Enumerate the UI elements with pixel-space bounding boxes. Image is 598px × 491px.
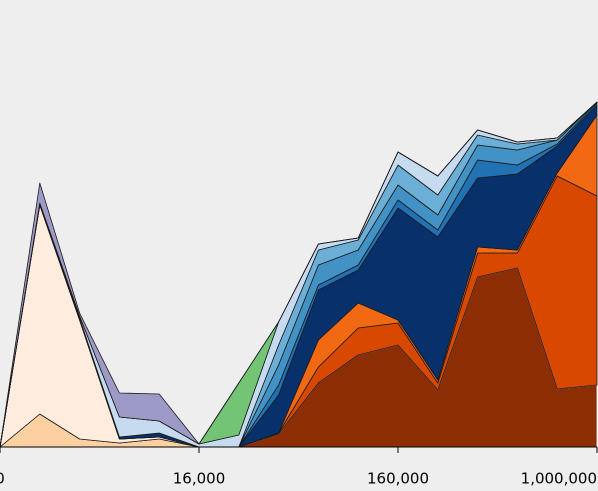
x-tick-label: 16,000 [173, 470, 226, 488]
x-tick-label: 1,000,000 [521, 470, 597, 488]
x-tick-label: 160,000 [367, 470, 429, 488]
area [0, 101, 598, 448]
x-tick-label: 0 [0, 470, 5, 488]
